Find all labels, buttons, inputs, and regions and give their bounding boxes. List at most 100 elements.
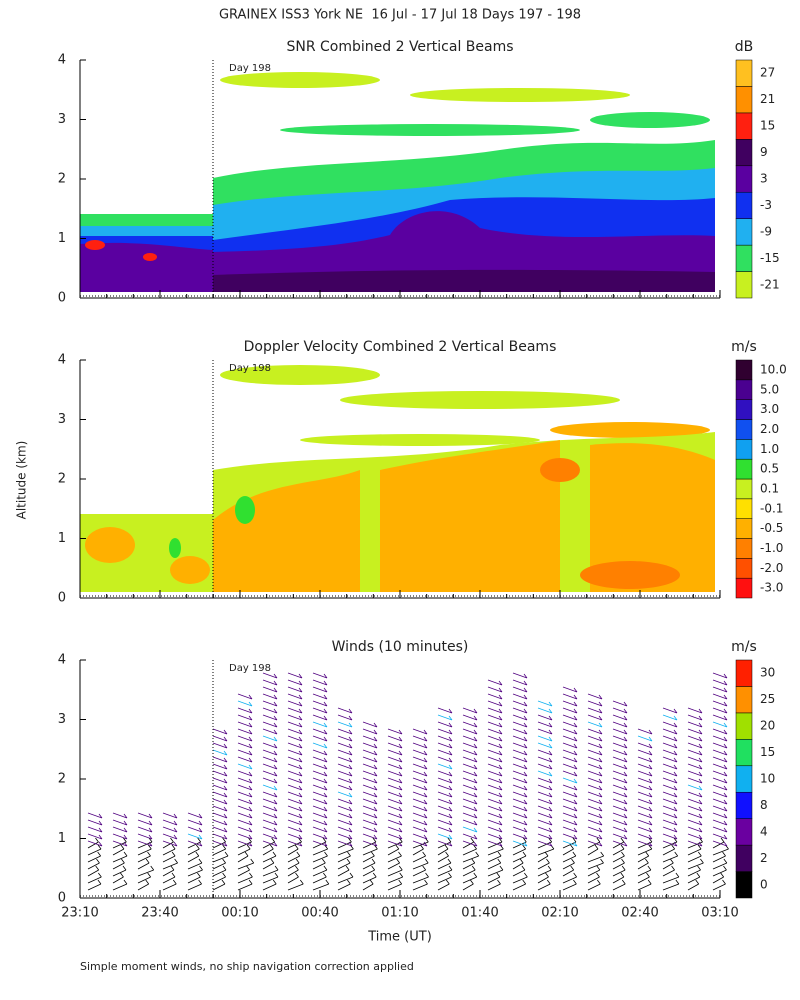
barb-decor [162, 840, 178, 847]
colorbar-label: 27 [760, 66, 775, 80]
barb-decor [312, 700, 328, 707]
barb-decor [687, 819, 703, 826]
barb-decor [212, 858, 226, 870]
barb-decor [362, 858, 376, 870]
barb-decor [687, 837, 703, 849]
barb-decor [662, 805, 678, 812]
barb-decor [637, 865, 652, 877]
barb-decor [412, 837, 429, 849]
barb-decor [137, 851, 151, 863]
barb-decor [212, 819, 228, 826]
barb-decor [662, 707, 678, 714]
colorbar-label: 10.0 [760, 362, 787, 376]
barb-decor [287, 756, 303, 763]
colorbar-label: -0.1 [760, 501, 783, 515]
barb-decor [237, 700, 253, 707]
barb-decor [487, 777, 503, 784]
barb-decor [587, 735, 603, 742]
barb-decor [537, 742, 553, 749]
barb-decor [412, 844, 424, 856]
y-tick-label: 2 [58, 772, 66, 787]
barb-decor [662, 826, 678, 833]
barb-decor [687, 840, 703, 847]
barb-decor [537, 721, 553, 728]
barb-decor [637, 819, 653, 826]
barb-decor [437, 749, 453, 756]
barb-decor [512, 777, 528, 784]
colorbar-box [735, 558, 753, 579]
barb-decor [162, 851, 176, 863]
barb-decor [212, 837, 226, 849]
barb-decor [612, 735, 628, 742]
colorbar-box [735, 712, 753, 740]
colorbar-box [735, 478, 753, 500]
barb-decor [212, 728, 228, 735]
barb-decor [487, 805, 503, 812]
barb-decor [562, 714, 578, 721]
barb-decor [462, 721, 478, 728]
barb-decor [112, 826, 128, 833]
barb-decor [587, 700, 603, 707]
barb-decor [587, 770, 603, 777]
barb-decor [187, 819, 203, 826]
barb-decor [487, 784, 503, 791]
barb-decor [462, 749, 478, 756]
barb-decor [612, 851, 625, 863]
barb-decor [512, 844, 526, 856]
colorbar-box [735, 871, 753, 899]
barb-decor [462, 714, 478, 721]
barb-decor [212, 784, 228, 791]
barb-decor [437, 763, 453, 770]
barb-decor [487, 798, 503, 805]
colorbar-label: -3.0 [760, 581, 783, 595]
barb-decor [487, 721, 503, 728]
barb-decor [662, 791, 678, 798]
barb-decor [337, 749, 353, 756]
barb-decor [387, 879, 403, 891]
barb-decor [437, 879, 450, 891]
barb-decor [537, 851, 549, 863]
barb-decor [387, 840, 403, 847]
barb-decor [162, 837, 174, 849]
barb-decor [387, 805, 403, 812]
barb-decor [262, 721, 278, 728]
barb-decor [512, 840, 528, 847]
barb-decor [537, 735, 553, 742]
barb-decor [387, 826, 403, 833]
barb-decor [287, 812, 303, 819]
barb-decor [187, 851, 200, 863]
barb-decor [412, 798, 428, 805]
barb-decor [612, 707, 628, 714]
barb-decor [687, 777, 703, 784]
barb-decor [712, 686, 728, 693]
barb-decor [537, 791, 553, 798]
barb-decor [437, 844, 449, 856]
barb-decor [487, 735, 503, 742]
barb-decor [437, 805, 453, 812]
barb-decor [287, 879, 304, 891]
barb-decor [512, 826, 528, 833]
barb-decor [112, 840, 128, 847]
barb-decor [137, 819, 153, 826]
barb-decor [312, 837, 327, 849]
barb-decor [312, 714, 328, 721]
barb-decor [712, 805, 728, 812]
barb-decor [337, 826, 353, 833]
barb-decor [437, 812, 453, 819]
barb-decor [212, 865, 227, 877]
barb-decor [587, 742, 603, 749]
barb-decor [287, 798, 303, 805]
colorbar-label: 3.0 [760, 402, 779, 416]
barb-decor [387, 728, 403, 735]
x-tick-label: 01:10 [381, 906, 418, 921]
barb-decor [412, 756, 428, 763]
colorbar-label: 2 [760, 851, 768, 865]
annotation: Day 198 [229, 363, 271, 374]
barb-decor [237, 721, 253, 728]
colorbar-box [735, 577, 753, 599]
barb-decor [237, 749, 253, 756]
barb-decor [412, 872, 429, 884]
barb-decor [237, 826, 253, 833]
barb-decor [562, 826, 578, 833]
barb-decor [337, 742, 353, 749]
